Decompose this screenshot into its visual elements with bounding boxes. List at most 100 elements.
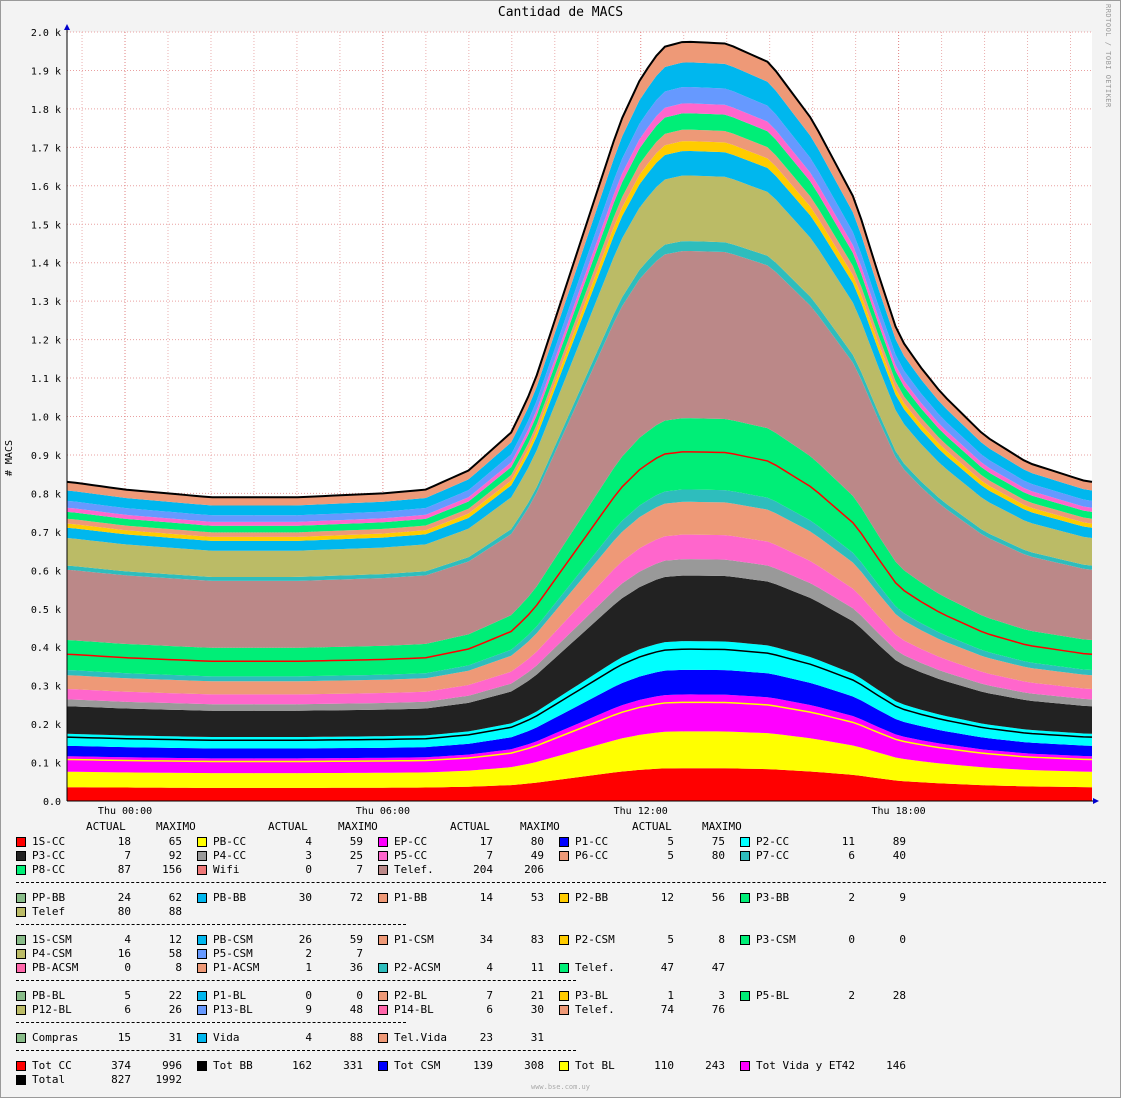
legend-series-name: P3-CC <box>32 849 66 862</box>
legend-actual-value: 5 <box>667 933 674 946</box>
legend-max-value: 53 <box>530 891 544 904</box>
legend-header-maximo: MAXIMO <box>338 820 378 833</box>
legend-swatch <box>559 991 569 1001</box>
legend-swatch <box>16 837 26 847</box>
legend-row: P8-CC 87 156 Wifi 0 7 Telef. 204 206 <box>0 863 1121 877</box>
legend-max-value: 59 <box>349 933 363 946</box>
legend-actual-value: 14 <box>479 891 493 904</box>
legend-series-name: P2-BB <box>575 891 609 904</box>
stack-area <box>67 575 1092 738</box>
legend-swatch <box>16 963 26 973</box>
legend-row: Total 827 1992 <box>0 1073 1121 1087</box>
stack-area <box>67 768 1092 801</box>
legend-swatch <box>197 1005 207 1015</box>
y-tick-label: 2.0 k <box>31 28 61 39</box>
legend-series-name: P2-CSM <box>575 933 615 946</box>
legend-series-name: Telef <box>32 905 66 918</box>
axes: 0.0 0.1 k 0.2 k 0.3 k 0.4 k 0.5 k 0.6 k 0.7 k 0.… <box>31 24 1099 817</box>
legend-swatch <box>559 893 569 903</box>
legend-actual-value: 827 <box>111 1073 131 1086</box>
stack-area <box>67 731 1092 788</box>
legend-series-name: Tot CC <box>32 1059 72 1072</box>
x-axis-arrow <box>1093 798 1099 804</box>
legend-actual-value: 7 <box>486 849 493 862</box>
legend-max-value: 48 <box>349 1003 363 1016</box>
overlay-line <box>66 701 1093 763</box>
legend-header-actual: ACTUAL <box>450 820 490 833</box>
y-tick-label: 1.9 k <box>31 66 61 77</box>
legend-header-actual: ACTUAL <box>632 820 672 833</box>
legend-max-value: 88 <box>349 1031 363 1044</box>
legend-max-value: 31 <box>168 1031 182 1044</box>
chart-title: Cantidad de MACS <box>497 5 624 20</box>
y-tick-label: 1.8 k <box>31 105 61 116</box>
legend-actual-value: 7 <box>486 989 493 1002</box>
legend-series-name: P2-BL <box>394 989 428 1002</box>
legend-series-name: PB-BB <box>213 891 247 904</box>
legend-swatch <box>16 1033 26 1043</box>
legend-actual-value: 2 <box>305 947 312 960</box>
legend-series-name: P13-BL <box>213 1003 253 1016</box>
overlay-line <box>66 451 1093 663</box>
legend-max-value: 26 <box>168 1003 182 1016</box>
legend-max-value: 62 <box>168 891 182 904</box>
legend-swatch <box>740 837 750 847</box>
legend-max-value: 88 <box>168 905 182 918</box>
legend-swatch <box>197 851 207 861</box>
legend-swatch <box>197 1061 207 1071</box>
legend-actual-value: 1 <box>667 989 674 1002</box>
legend-swatch <box>559 1061 569 1071</box>
legend-series-name: Tot BB <box>213 1059 253 1072</box>
legend-header-maximo: MAXIMO <box>702 820 742 833</box>
legend-series-name: Tot CSM <box>394 1059 441 1072</box>
legend-swatch <box>740 991 750 1001</box>
rrdtool-credit: RRDTOOL / TOBI OETIKER <box>1104 4 1112 108</box>
legend-actual-value: 3 <box>305 849 312 862</box>
legend-series-name: P1-CSM <box>394 933 434 946</box>
legend-series-name: Tot BL <box>575 1059 615 1072</box>
legend-swatch <box>378 851 388 861</box>
legend-swatch <box>16 1061 26 1071</box>
legend-max-value: 7 <box>356 947 363 960</box>
legend-series-name: P3-BL <box>575 989 609 1002</box>
legend-max-value: 58 <box>168 947 182 960</box>
legend-max-value: 7 <box>356 863 363 876</box>
legend-actual-value: 6 <box>124 1003 131 1016</box>
stack-area <box>67 418 1092 677</box>
legend-max-value: 80 <box>530 835 544 848</box>
legend-swatch <box>197 865 207 875</box>
legend-max-value: 156 <box>162 863 182 876</box>
legend-series-name: P2-CC <box>756 835 790 848</box>
legend-series-name: Tot Vida y ET <box>756 1059 843 1072</box>
legend-actual-value: 139 <box>473 1059 493 1072</box>
legend-actual-value: 87 <box>117 863 131 876</box>
legend-actual-value: 12 <box>660 891 674 904</box>
legend-series-name: Telef. <box>394 863 434 876</box>
y-tick-label: 0.6 k <box>31 566 61 577</box>
legend-max-value: 31 <box>530 1031 544 1044</box>
legend-max-value: 56 <box>711 891 725 904</box>
legend-swatch <box>16 949 26 959</box>
plot-area: 0.0 0.1 k 0.2 k 0.3 k 0.4 k 0.5 k 0.6 k 0.7 k 0.… <box>31 24 1099 817</box>
legend-swatch <box>378 1005 388 1015</box>
legend-series-name: P1-BL <box>213 989 247 1002</box>
y-tick-label: 0.4 k <box>31 643 61 654</box>
x-tick-label: Thu 12:00 <box>614 806 668 817</box>
legend-actual-value: 0 <box>305 989 312 1002</box>
legend-max-value: 12 <box>168 933 182 946</box>
y-axis-arrow <box>64 24 70 30</box>
legend-max-value: 1992 <box>155 1073 183 1086</box>
legend-actual-value: 1 <box>305 961 312 974</box>
legend-swatch <box>16 1075 26 1085</box>
legend-row: Compras 15 31 Vida 4 88 Tel.Vida 23 31 <box>0 1031 1121 1045</box>
legend-series-name: PB-BL <box>32 989 66 1002</box>
legend-header-maximo: MAXIMO <box>520 820 560 833</box>
legend-max-value: 83 <box>530 933 544 946</box>
y-tick-label: 0.1 k <box>31 759 61 770</box>
legend-series-name: PP-BB <box>32 891 66 904</box>
legend-max-value: 49 <box>530 849 544 862</box>
legend-max-value: 243 <box>705 1059 725 1072</box>
legend-row: 1S-CSM 4 12 PB-CSM 26 59 P1-CSM 34 83 P2-CSM 5 8 P3-… <box>0 933 1121 947</box>
legend-series-name: P5-CC <box>394 849 428 862</box>
legend-row: PB-BL 5 22 P1-BL 0 0 P2-BL 7 21 P3-BL 1 3 P5-BL 2 28 <box>0 989 1121 1003</box>
